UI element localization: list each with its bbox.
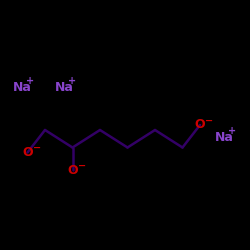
Text: −: − <box>206 116 214 126</box>
Text: O: O <box>67 164 78 176</box>
Text: +: + <box>68 76 76 86</box>
Text: −: − <box>78 160 86 170</box>
Text: O: O <box>195 118 205 132</box>
Text: +: + <box>228 126 236 136</box>
Text: Na: Na <box>215 131 234 144</box>
Text: O: O <box>22 146 33 159</box>
Text: Na: Na <box>12 81 32 94</box>
Text: +: + <box>26 76 34 86</box>
Text: −: − <box>33 143 41 153</box>
Text: Na: Na <box>55 81 74 94</box>
